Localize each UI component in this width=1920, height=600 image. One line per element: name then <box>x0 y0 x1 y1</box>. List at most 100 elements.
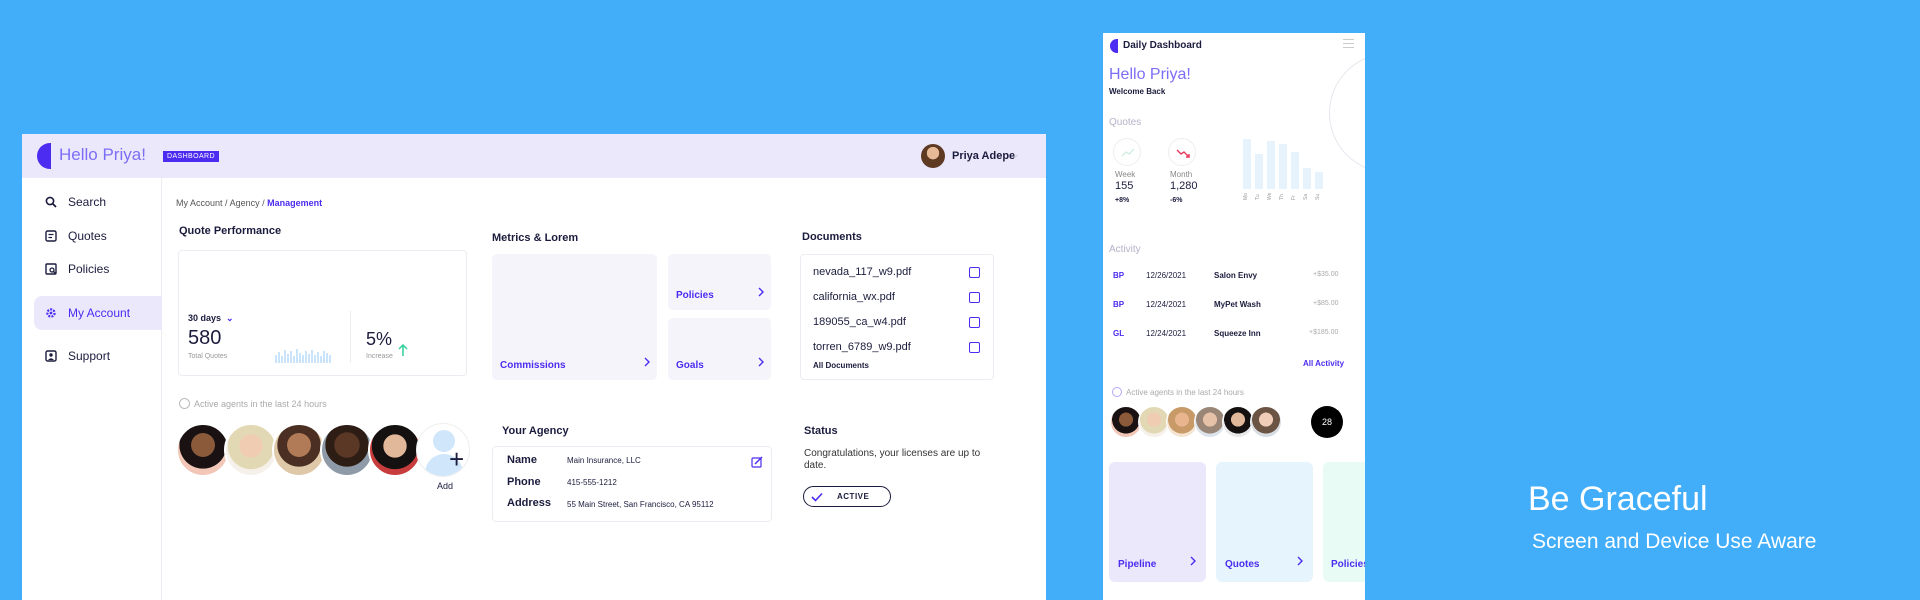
month-change: -6% <box>1170 197 1183 204</box>
day-label: Th <box>1279 194 1285 200</box>
chevron-right-icon <box>1189 553 1197 571</box>
agent-avatar[interactable] <box>1194 406 1226 438</box>
sidebar-item-label: My Account <box>68 306 131 320</box>
download-icon[interactable] <box>969 292 980 303</box>
greeting: Hello Priya! <box>1109 66 1191 83</box>
day-bar <box>1267 141 1275 189</box>
search-icon <box>44 195 58 209</box>
desktop-dashboard: Hello Priya! DASHBOARD Priya Adepe ⌄ Sea… <box>22 134 1046 600</box>
day-label: Fr <box>1291 195 1297 200</box>
chevron-right-icon <box>757 354 765 372</box>
download-icon[interactable] <box>969 342 980 353</box>
active-agents-header: Active agents in the last 24 hours <box>179 398 327 409</box>
brand-logo <box>37 143 51 169</box>
activity-row[interactable]: BP 12/24/2021 MyPet Wash +$85.00 <box>1113 300 1339 309</box>
sidebar-item-quotes[interactable]: Quotes <box>34 220 162 252</box>
day-bar <box>1315 172 1323 189</box>
chevron-down-icon[interactable]: ⌄ <box>1012 149 1020 159</box>
agent-avatar[interactable] <box>176 423 230 477</box>
agent-avatar[interactable] <box>1250 406 1282 438</box>
day-bar <box>1243 139 1251 189</box>
agent-avatar[interactable] <box>1166 406 1198 438</box>
status-message: Congratulations, your licenses are up to… <box>804 448 981 471</box>
chevron-right-icon <box>757 284 765 302</box>
trend-up-icon <box>1113 138 1141 166</box>
week-value: 155 <box>1115 180 1134 192</box>
user-name[interactable]: Priya Adepe <box>952 150 1016 162</box>
chevron-right-icon <box>1296 553 1304 571</box>
add-agent-button[interactable] <box>416 423 470 477</box>
document-link[interactable]: torren_6789_w9.pdf <box>813 341 911 353</box>
menu-icon[interactable] <box>1343 39 1354 48</box>
policy-icon <box>44 262 58 276</box>
all-activity-link[interactable]: All Activity <box>1303 359 1345 368</box>
status-badge: ACTIVE <box>803 486 891 507</box>
sub-tagline: Screen and Device Use Aware <box>1532 530 1817 553</box>
period-select[interactable]: 30 days ⌄ <box>188 313 234 323</box>
document-link[interactable]: nevada_117_w9.pdf <box>813 266 912 278</box>
sidebar: Search Quotes Policies My Account Suppor… <box>22 178 162 600</box>
agent-avatar[interactable] <box>272 423 326 477</box>
tile-pipeline[interactable]: Pipeline <box>1109 462 1206 582</box>
agency-address-value: 55 Main Street, San Francisco, CA 95112 <box>567 500 714 509</box>
download-icon[interactable] <box>969 267 980 278</box>
month-value: 1,280 <box>1170 180 1198 192</box>
breadcrumb: My Account / Agency / Management <box>176 198 323 208</box>
week-change: +8% <box>1115 197 1130 204</box>
agent-avatar[interactable] <box>224 423 278 477</box>
day-label: We <box>1267 192 1273 200</box>
gear-icon <box>44 306 58 320</box>
tile-policies[interactable]: Policies <box>1323 462 1365 582</box>
edit-icon[interactable] <box>751 455 763 473</box>
tile-policies[interactable]: Policies <box>668 254 771 310</box>
sidebar-item-my-account[interactable]: My Account <box>34 296 162 330</box>
sidebar-item-search[interactable]: Search <box>34 186 162 218</box>
activity-row[interactable]: BP 12/26/2021 Salon Envy +$35.00 <box>1113 271 1339 280</box>
all-documents-link[interactable]: All Documents <box>813 361 870 370</box>
day-label: Su <box>1315 193 1321 200</box>
agency-phone-value: 415-555-1212 <box>567 478 617 487</box>
activity-row[interactable]: GL 12/24/2021 Squeeze Inn +$185.00 <box>1113 329 1339 338</box>
metrics-title: Metrics & Lorem <box>492 232 579 244</box>
tile-goals[interactable]: Goals <box>668 318 771 380</box>
sidebar-item-label: Policies <box>68 262 110 276</box>
sidebar-item-support[interactable]: Support <box>34 340 162 372</box>
document-link[interactable]: california_wx.pdf <box>813 291 895 303</box>
checkmark-icon <box>811 492 823 502</box>
mobile-dashboard: Daily Dashboard Hello Priya! Welcome Bac… <box>1103 33 1365 600</box>
activity-title: Activity <box>1109 244 1141 255</box>
status-title: Status <box>804 425 838 437</box>
breadcrumb-my-account[interactable]: My Account <box>176 198 223 208</box>
greeting: Hello Priya! <box>59 145 146 164</box>
clock-icon <box>1112 387 1122 397</box>
breadcrumb-agency[interactable]: Agency <box>229 198 260 208</box>
sidebar-item-label: Support <box>68 349 111 363</box>
increase-label: Increase <box>366 353 393 360</box>
tile-quotes[interactable]: Quotes <box>1216 462 1313 582</box>
documents-title: Documents <box>802 231 862 243</box>
week-label: Week <box>1115 170 1136 179</box>
avatar[interactable] <box>921 144 945 168</box>
download-icon[interactable] <box>969 317 980 328</box>
agency-title: Your Agency <box>502 425 569 437</box>
sidebar-item-policies[interactable]: Policies <box>34 253 162 285</box>
agent-count-badge[interactable]: 28 <box>1311 406 1343 438</box>
tagline: Be Graceful <box>1528 480 1708 518</box>
plus-icon[interactable]: + <box>449 444 465 474</box>
increase-value: 5% <box>366 329 393 349</box>
tile-commissions[interactable]: Commissions <box>492 254 657 380</box>
agent-avatar[interactable] <box>1138 406 1170 438</box>
agent-avatar[interactable] <box>1222 406 1254 438</box>
document-link[interactable]: 189055_ca_w4.pdf <box>813 316 906 328</box>
day-label: Mo <box>1243 193 1249 200</box>
chevron-down-icon: ⌄ <box>223 313 234 323</box>
daily-bar-chart: Mo Tu We Th Fr Sa Su <box>1243 133 1331 205</box>
document-icon <box>44 229 58 243</box>
agency-name-key: Name <box>507 454 537 466</box>
sidebar-item-label: Quotes <box>68 229 107 243</box>
agency-name-value: Main Insurance, LLC <box>567 456 641 465</box>
agent-avatar[interactable] <box>320 423 374 477</box>
agent-avatar[interactable] <box>368 423 422 477</box>
mini-bar-chart <box>275 349 331 363</box>
add-label: Add <box>437 481 454 491</box>
